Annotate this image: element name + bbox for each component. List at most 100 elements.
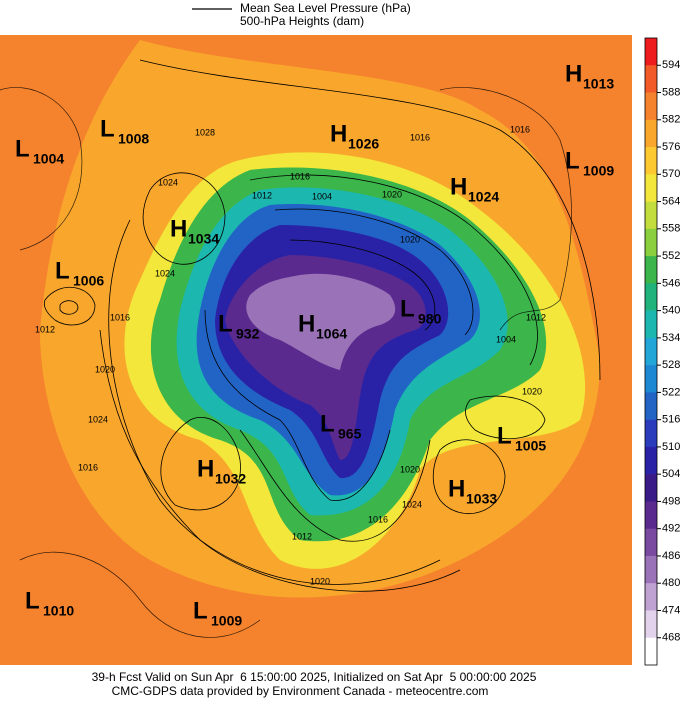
contour-label: 1004 <box>496 334 516 344</box>
colorbar-label: 498 <box>662 495 680 507</box>
center-value: 1004 <box>33 151 64 167</box>
center-value: 965 <box>338 426 362 442</box>
colorbar-bin <box>645 610 657 639</box>
legend-entry: Mean Sea Level Pressure (hPa) <box>240 1 411 15</box>
contour-label: 1020 <box>400 234 420 244</box>
colorbar-label: 594 <box>662 59 680 71</box>
center-value: 980 <box>418 311 442 327</box>
colorbar-label: 582 <box>662 114 680 126</box>
contour-label: 1020 <box>310 576 330 586</box>
colorbar-bin <box>645 555 657 584</box>
colorbar-bin <box>645 528 657 557</box>
coastlines <box>0 87 572 638</box>
colorbar-bin <box>645 474 657 502</box>
center-value: 1009 <box>211 613 242 629</box>
center-letter: L <box>55 257 70 284</box>
colorbar-bin <box>645 201 657 230</box>
center-letter: H <box>298 310 315 337</box>
center-value: 1006 <box>73 273 104 289</box>
center-letter: L <box>100 115 115 142</box>
contour-label: 1016 <box>368 514 388 524</box>
contour-label: 1012 <box>252 190 272 200</box>
center-letter: L <box>320 410 335 437</box>
colorbar-bin <box>645 583 657 611</box>
contour-label: 1004 <box>312 191 332 201</box>
center-letter: H <box>330 120 347 147</box>
legend-entry: 500-hPa Heights (dam) <box>240 14 364 28</box>
contour-label: 1016 <box>410 132 430 142</box>
colorbar-bin <box>645 501 657 529</box>
colorbar-bin <box>645 147 657 175</box>
height-band <box>246 273 396 370</box>
center-value: 1008 <box>118 131 149 147</box>
colorbar-label: 474 <box>662 604 680 616</box>
center-letter: H <box>448 475 465 502</box>
center-letter: H <box>197 455 214 482</box>
colorbar <box>644 37 658 666</box>
center-letter: H <box>170 215 187 242</box>
contour-lines <box>43 59 601 592</box>
colorbar-label: 570 <box>662 168 680 180</box>
colorbar-bin <box>645 419 657 448</box>
colorbar-label: 534 <box>662 332 680 344</box>
center-letter: L <box>497 422 512 449</box>
center-value: 1034 <box>188 231 219 247</box>
colorbar-label: 522 <box>662 386 680 398</box>
center-letter: L <box>400 295 415 322</box>
colorbar-label: 552 <box>662 250 680 262</box>
center-value: 1033 <box>466 491 497 507</box>
contour-label: 1012 <box>526 312 546 322</box>
colorbar-label: 510 <box>662 441 680 453</box>
colorbar-label: 558 <box>662 223 680 235</box>
colorbar-label: 588 <box>662 86 680 98</box>
contour-label: 1020 <box>400 464 420 474</box>
contour-label: 1020 <box>95 364 115 374</box>
center-letter: L <box>25 587 40 614</box>
footer-text: 39-h Fcst Valid on Sun Apr 6 15:00:00 20… <box>92 670 537 684</box>
colorbar-bin <box>645 283 657 311</box>
center-letter: L <box>15 135 30 162</box>
contour-label: 1012 <box>292 531 312 541</box>
center-value: 1032 <box>215 471 246 487</box>
colorbar-label: 564 <box>662 195 680 207</box>
contour-label: 1012 <box>35 324 55 334</box>
footer-text: CMC-GDPS data provided by Environment Ca… <box>112 684 489 698</box>
colorbar-bin <box>645 365 657 393</box>
colorbar-label: 546 <box>662 277 680 289</box>
map <box>0 35 632 665</box>
colorbar-label: 468 <box>662 632 680 644</box>
colorbar-label: 480 <box>662 577 680 589</box>
colorbar-label: 576 <box>662 141 680 153</box>
colorbar-label: 504 <box>662 468 680 480</box>
contour-label: 1016 <box>78 462 98 472</box>
colorbar-label: 528 <box>662 359 680 371</box>
center-value: 1064 <box>316 326 347 342</box>
colorbar-bin <box>645 392 657 420</box>
colorbar-bin <box>645 174 657 202</box>
contour-label: 1020 <box>522 386 542 396</box>
colorbar-label: 486 <box>662 550 680 562</box>
colorbar-label: 516 <box>662 414 680 426</box>
center-value: 1010 <box>43 603 74 619</box>
colorbar-bin <box>645 310 657 339</box>
center-value: 932 <box>236 326 260 342</box>
center-letter: H <box>450 173 467 200</box>
contour-label: 1028 <box>195 127 215 137</box>
contour-label: 1024 <box>158 177 178 187</box>
colorbar-bin <box>645 337 657 366</box>
contour-label: 1016 <box>290 171 310 181</box>
colorbar-label: 492 <box>662 523 680 535</box>
center-letter: L <box>565 147 580 174</box>
contour-label: 1024 <box>402 499 422 509</box>
colorbar-label: 540 <box>662 305 680 317</box>
center-letter: L <box>193 597 208 624</box>
colorbar-bin <box>645 446 657 475</box>
contour-label: 1024 <box>88 414 108 424</box>
colorbar-bin <box>645 38 657 66</box>
colorbar-frame <box>644 37 658 666</box>
center-value: 1024 <box>468 189 499 205</box>
center-value: 1013 <box>583 76 614 92</box>
contour-label: 1024 <box>155 268 175 278</box>
center-value: 1026 <box>348 136 379 152</box>
